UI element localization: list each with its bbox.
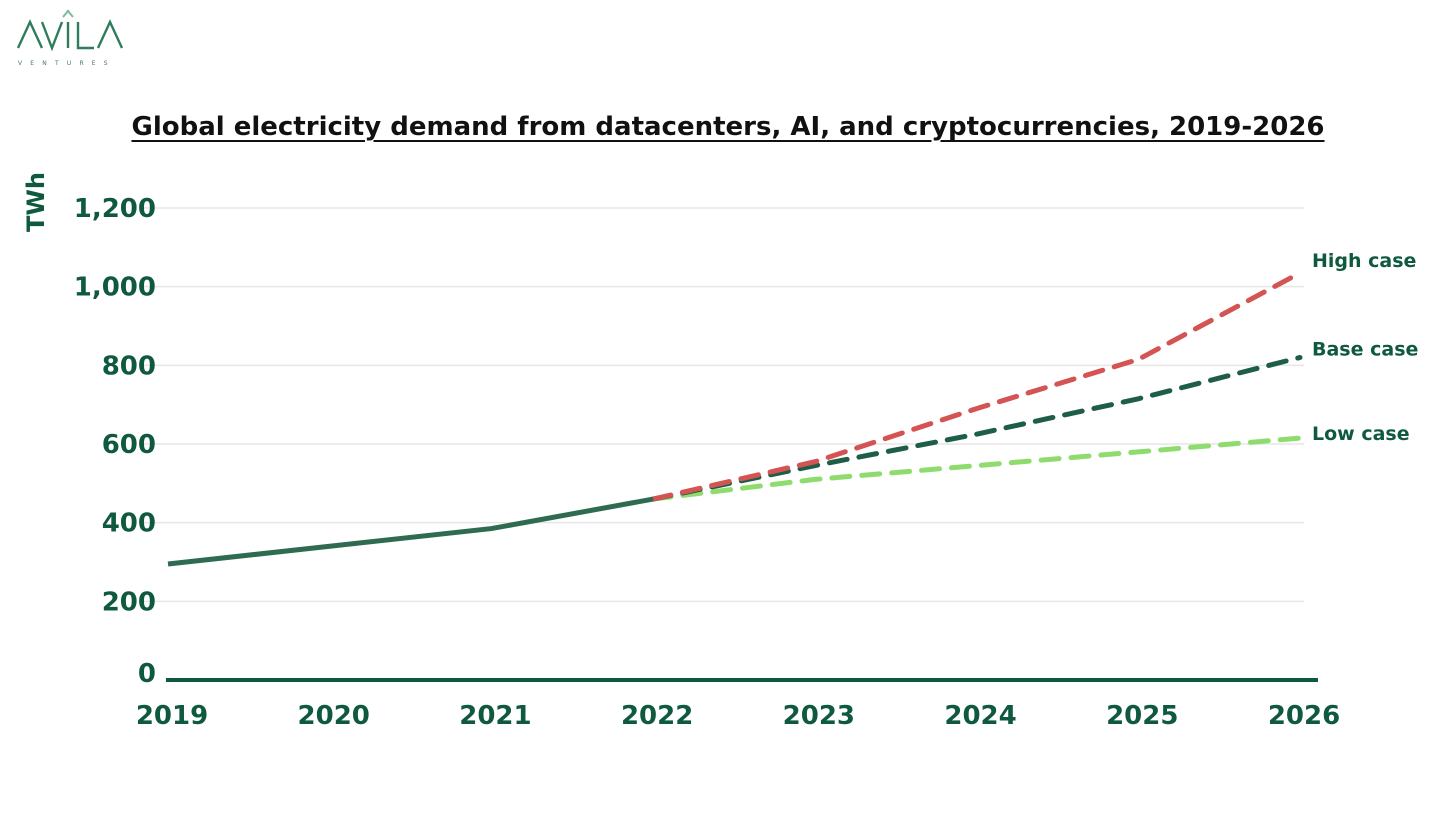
x-tick-label: 2021 <box>459 701 531 731</box>
series-line-low-case <box>650 435 1303 502</box>
series-label: Low case <box>1312 423 1410 445</box>
series-label: Base case <box>1312 338 1418 360</box>
x-tick-label: 2024 <box>944 701 1016 731</box>
y-tick-label: 600 <box>102 430 156 460</box>
y-tick-label: 800 <box>102 351 156 381</box>
x-tick-label: 2023 <box>783 701 855 731</box>
series-labels: High case Base case Low case <box>1312 250 1418 445</box>
avila-logo-icon <box>16 9 124 52</box>
grid-lines <box>140 207 1318 682</box>
x-tick-label: 2022 <box>621 701 693 731</box>
x-tick-label: 2020 <box>298 701 370 731</box>
x-tick-label: 2026 <box>1268 701 1340 731</box>
series-label: High case <box>1312 250 1416 272</box>
axis-ticks: 0 200 400 600 800 1,000 1,200 2019 2020 2021 2022 2… <box>74 194 1340 731</box>
series-lines <box>167 270 1303 567</box>
logo-subtitle: VENTURES <box>18 60 116 67</box>
series-line-high-case <box>650 270 1303 502</box>
y-tick-label: 200 <box>102 587 156 617</box>
y-tick-label: 1,200 <box>74 194 156 224</box>
chart-title: Global electricity demand from datacente… <box>131 112 1325 142</box>
x-tick-label: 2019 <box>136 701 208 731</box>
y-tick-label: 0 <box>138 659 156 689</box>
series-line-base-case <box>650 354 1303 502</box>
logo: VENTURES <box>14 8 130 68</box>
y-tick-label: 400 <box>102 509 156 539</box>
historical-line <box>167 496 654 567</box>
y-tick-label: 1,000 <box>74 273 156 303</box>
x-tick-label: 2025 <box>1106 701 1178 731</box>
